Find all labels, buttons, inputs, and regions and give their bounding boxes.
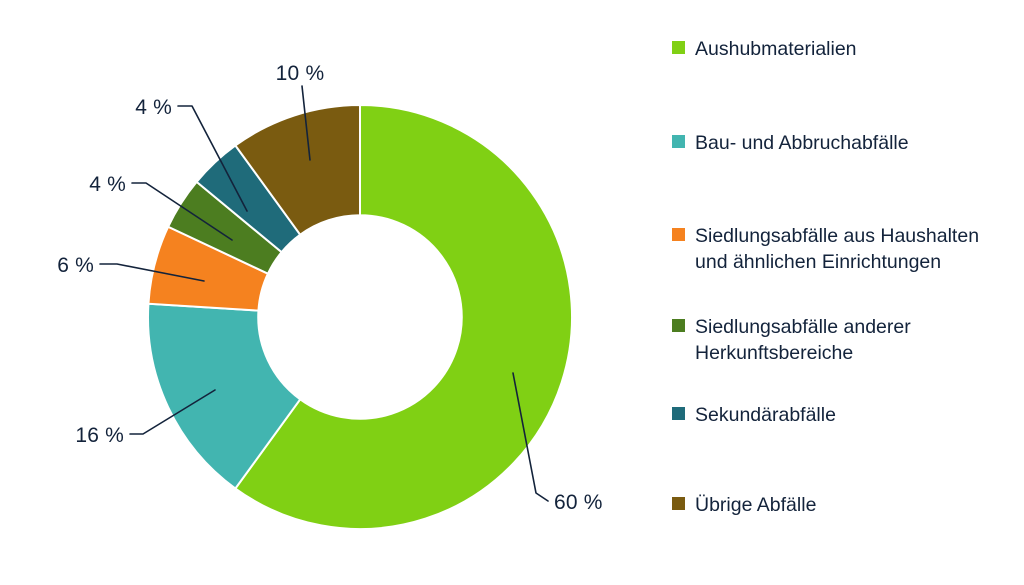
legend-item-siedlungsabfaelle-haushalte[interactable]: Siedlungsabfälle aus Haushalten und ähnl…	[672, 223, 1016, 314]
slice-label-6: 6 %	[57, 254, 94, 277]
legend-swatch-icon	[672, 228, 685, 241]
leader-line-16	[129, 389, 216, 435]
legend-item-aushubmaterialien[interactable]: Aushubmaterialien	[672, 36, 1016, 130]
legend-item-uebrige-abfaelle[interactable]: Übrige Abfälle	[672, 492, 1016, 518]
legend-item-label: Bau- und Abbruchabfälle	[695, 132, 909, 154]
leader-line-4-darkgreen	[131, 182, 233, 241]
slice-label-4-darkteal: 4 %	[135, 96, 172, 119]
legend-item-label: Sekundärabfälle	[695, 404, 836, 426]
legend-item-sekundaerabfaelle[interactable]: Übrige Abfälle Sekundärabfälle	[672, 402, 1016, 492]
leader-line-60	[512, 372, 549, 502]
slice-label-4-darkgreen: 4 %	[89, 173, 126, 196]
legend-item-label: Siedlungsabfälle aus Haushalten und ähnl…	[695, 225, 980, 273]
legend-swatch-icon	[672, 319, 685, 332]
legend-item-siedlungsabfaelle-andere[interactable]: Siedlungsabfälle anderer Herkunftsbereic…	[672, 314, 1016, 402]
legend-item-bau-und-abbruchabfaelle[interactable]: Bau- und Abbruchabfälle	[672, 130, 1016, 223]
slice-label-10: 10 %	[276, 62, 325, 85]
leader-line-6	[99, 263, 205, 282]
slice-uebrige-abfaelle[interactable]	[233, 103, 361, 237]
slice-bau-und-abbruchabfaelle[interactable]	[147, 302, 302, 490]
legend-item-label: Übrige Abfälle	[695, 494, 817, 516]
legend-swatch-icon	[672, 41, 685, 54]
slice-value-labels: 60 % 16 % 6 % 4 % 4 % 10 %	[57, 62, 602, 514]
slice-label-16: 16 %	[75, 424, 124, 447]
legend-swatch-icon	[672, 407, 685, 420]
legend-item-label: Aushubmaterialien	[695, 38, 857, 60]
legend-swatch-icon	[672, 497, 685, 510]
leader-lines	[99, 85, 549, 502]
leader-line-4-darkteal	[177, 105, 248, 212]
legend-swatch-icon	[672, 135, 685, 148]
leader-line-10	[301, 85, 311, 161]
legend-item-label: Siedlungsabfälle anderer Herkunftsbereic…	[695, 316, 911, 364]
slice-label-60: 60 %	[554, 491, 603, 514]
donut-slices	[147, 103, 573, 530]
chart-legend: Aushubmaterialien Bau- und Abbruchabfäll…	[672, 36, 1016, 518]
slice-aushubmaterialien[interactable]	[233, 103, 573, 530]
